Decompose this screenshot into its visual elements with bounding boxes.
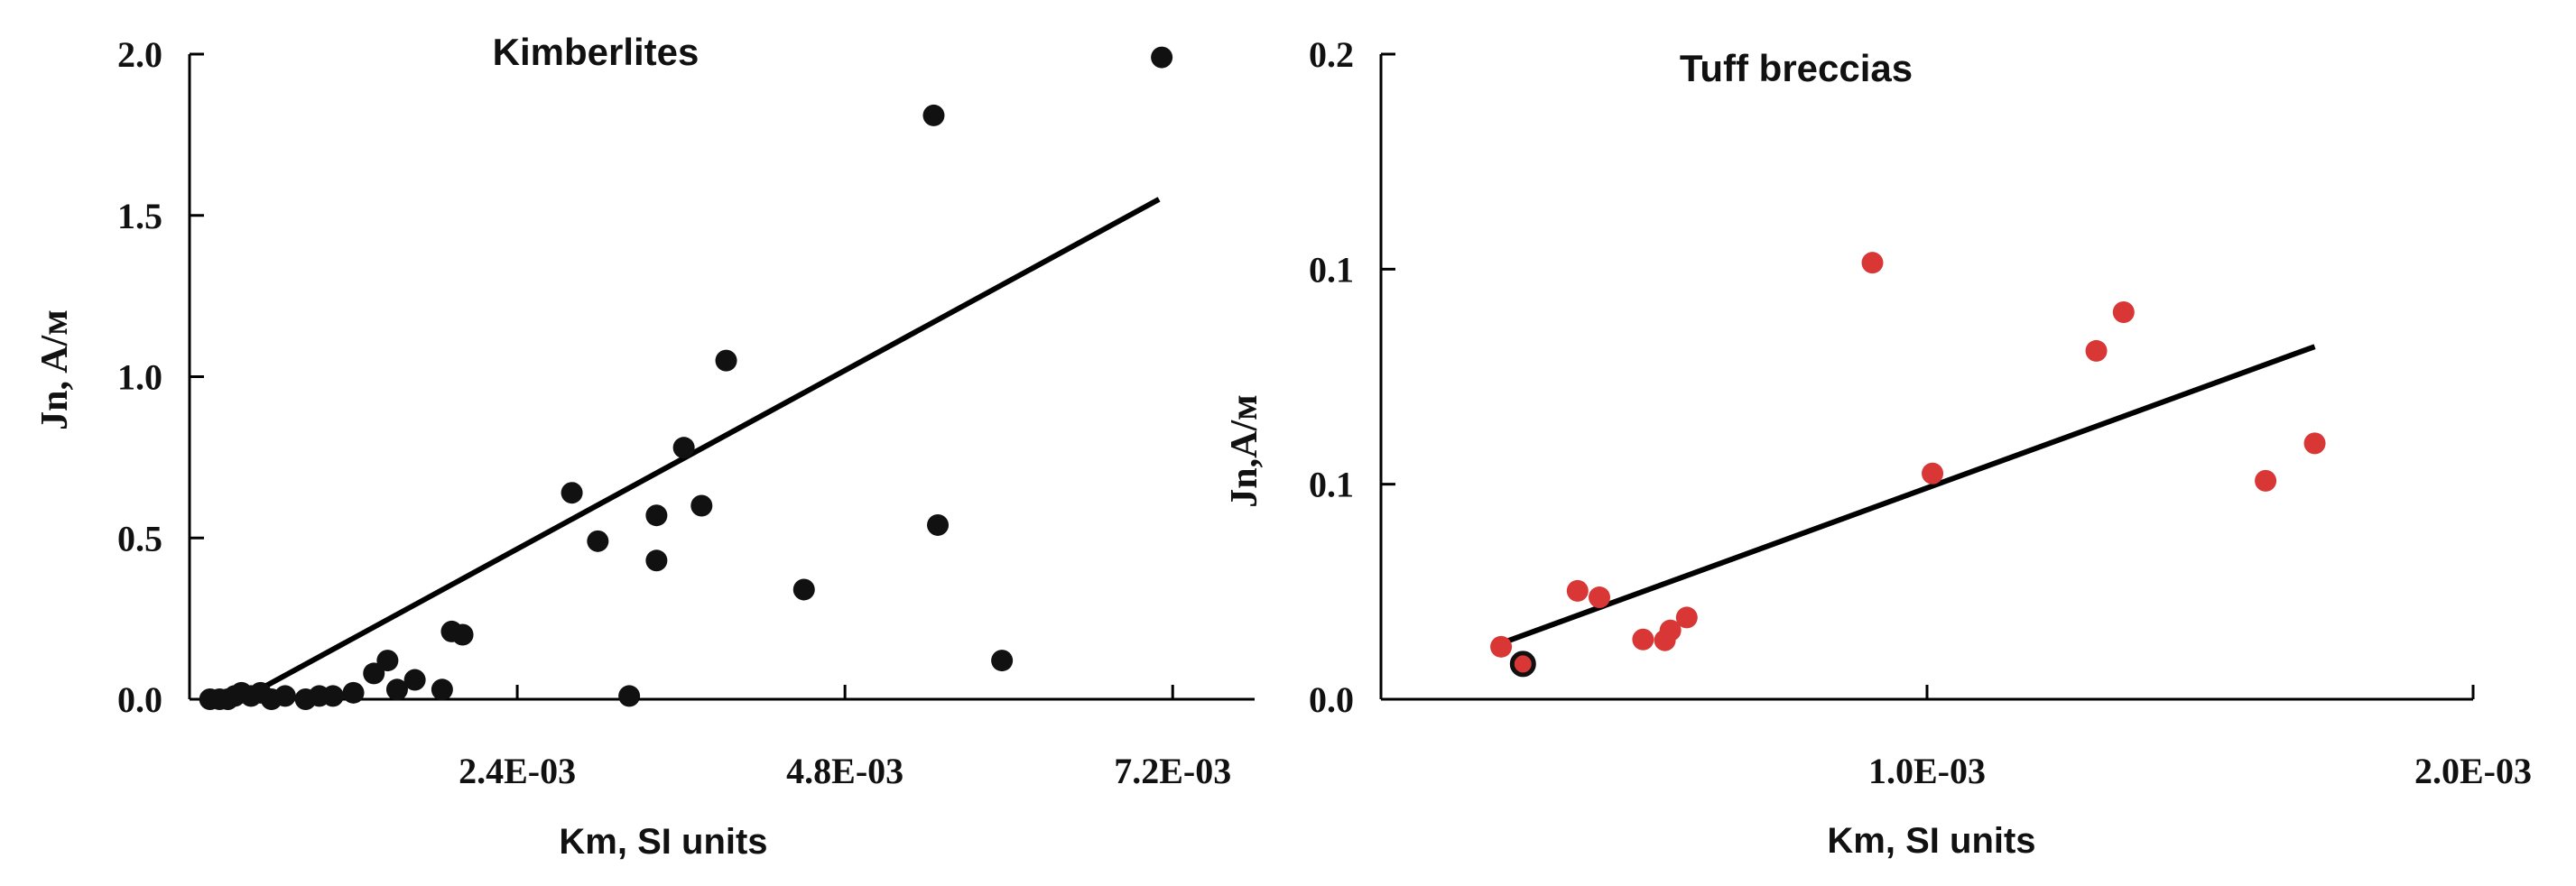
data-point bbox=[991, 650, 1014, 672]
data-point bbox=[321, 685, 344, 707]
highlighted-data-point bbox=[1509, 651, 1536, 678]
kimberlites-chart: Kimberlites Jn, A/м Km, SI units 0.0 0.5 1… bbox=[34, 31, 1255, 862]
data-point bbox=[273, 685, 296, 707]
data-point bbox=[363, 662, 385, 685]
y-tick-label: 1.0 bbox=[117, 357, 162, 398]
data-point bbox=[403, 669, 426, 691]
chart-title: Kimberlites bbox=[493, 31, 700, 73]
data-point bbox=[2085, 339, 2108, 362]
trend-line bbox=[1500, 344, 2316, 646]
data-point bbox=[645, 504, 668, 527]
data-point bbox=[690, 494, 713, 517]
data-point bbox=[792, 578, 815, 601]
y-axis-title: Jn,A/м bbox=[1224, 394, 1265, 507]
x-tick-label: 1.0E-03 bbox=[1868, 751, 1986, 791]
data-point bbox=[2303, 432, 2326, 455]
x-axis-title: Km, SI units bbox=[1827, 821, 2035, 861]
x-tick-label: 7.2E-03 bbox=[1114, 751, 1231, 791]
x-tick-label: 4.8E-03 bbox=[786, 751, 903, 791]
x-tick-label: 2.4E-03 bbox=[459, 751, 576, 791]
data-point bbox=[1151, 46, 1173, 69]
y-tick-label: 0.5 bbox=[117, 518, 162, 558]
data-point bbox=[618, 685, 641, 707]
data-point bbox=[1566, 579, 1589, 602]
data-point bbox=[1490, 635, 1513, 658]
data-point bbox=[645, 549, 668, 572]
trend-line bbox=[240, 197, 1161, 702]
data-point bbox=[1659, 619, 1682, 641]
data-point bbox=[1675, 606, 1698, 629]
data-point bbox=[2255, 469, 2277, 492]
y-tick-label: 1.5 bbox=[117, 196, 162, 236]
data-point bbox=[431, 678, 453, 701]
x-tick-label: 2.0E-03 bbox=[2414, 751, 2532, 791]
data-point bbox=[2112, 301, 2135, 323]
x-axis-title: Km, SI units bbox=[559, 822, 767, 862]
y-tick-label: 2.0 bbox=[117, 34, 162, 75]
data-point bbox=[1632, 628, 1654, 651]
chart-title: Tuff breccias bbox=[1680, 47, 1913, 89]
data-point bbox=[1861, 252, 1884, 274]
data-point bbox=[922, 104, 945, 126]
y-tick-label: 0.2 bbox=[1309, 34, 1354, 75]
data-point bbox=[587, 530, 609, 552]
y-tick-label: 0.1 bbox=[1309, 465, 1354, 505]
tuff-breccias-chart: Tuff breccias Jn,A/м Km, SI units 0.0 0.1… bbox=[1224, 34, 2532, 861]
data-point bbox=[1922, 462, 1944, 485]
data-point bbox=[561, 482, 583, 504]
data-point bbox=[451, 623, 474, 646]
data-point bbox=[376, 650, 399, 672]
y-axis-title: Jn, A/м bbox=[34, 309, 76, 430]
data-point bbox=[715, 349, 737, 372]
y-tick-label: 0.0 bbox=[1309, 679, 1354, 720]
data-point bbox=[672, 437, 695, 459]
data-point bbox=[1589, 586, 1610, 609]
y-tick-label: 0.1 bbox=[1309, 249, 1354, 290]
data-point bbox=[927, 513, 950, 536]
data-point bbox=[385, 678, 408, 701]
data-point bbox=[342, 681, 365, 704]
y-tick-label: 0.0 bbox=[117, 679, 162, 720]
